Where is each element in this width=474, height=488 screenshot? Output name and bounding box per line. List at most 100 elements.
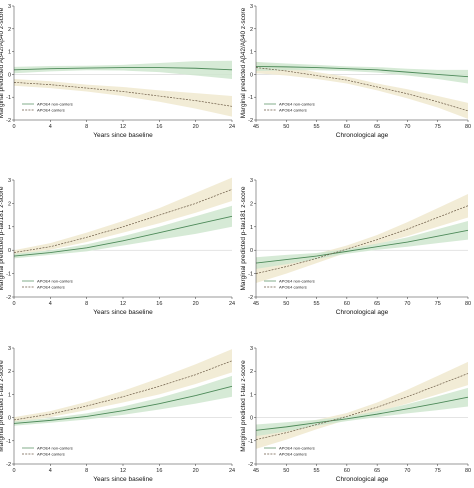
x-axis-title: Years since baseline bbox=[93, 309, 153, 316]
carrier-line bbox=[255, 205, 469, 274]
x-tick-label: 45 bbox=[253, 301, 259, 307]
x-tick-label: 0 bbox=[12, 124, 15, 130]
y-tick-label: 2 bbox=[250, 369, 253, 375]
non-carrier-confidence-band bbox=[14, 60, 232, 79]
x-tick-label: 45 bbox=[253, 468, 259, 474]
y-tick-label: -2 bbox=[248, 118, 253, 124]
carrier-line bbox=[13, 360, 233, 421]
non-carrier-confidence-band bbox=[14, 205, 232, 259]
y-tick-label: 2 bbox=[250, 27, 253, 33]
y-tick-label: 1 bbox=[250, 225, 253, 231]
x-tick-label: 55 bbox=[314, 301, 320, 307]
carrier-line bbox=[255, 373, 469, 440]
y-tick-label: 2 bbox=[8, 369, 11, 375]
x-tick-label: 50 bbox=[283, 468, 289, 474]
non-carrier-line bbox=[255, 229, 469, 264]
non-carrier-line bbox=[255, 65, 469, 78]
x-tick-label: 80 bbox=[465, 468, 471, 474]
x-axis-title: Chronological age bbox=[336, 476, 389, 483]
carrier-line bbox=[13, 82, 233, 107]
y-axis-title: Marginal predicted t-tau z-score bbox=[0, 360, 5, 452]
y-tick-label: -1 bbox=[248, 439, 253, 445]
legend-label: APOE4 carriers bbox=[37, 451, 65, 456]
x-tick-label: 12 bbox=[120, 468, 126, 474]
y-tick-label: 3 bbox=[250, 178, 253, 184]
x-tick-label: 75 bbox=[435, 301, 441, 307]
legend-label: APOE4 carriers bbox=[37, 284, 65, 289]
x-axis-title: Years since baseline bbox=[93, 132, 153, 139]
x-tick-label: 24 bbox=[229, 468, 235, 474]
x-tick-label: 4 bbox=[49, 124, 52, 130]
x-tick-label: 70 bbox=[404, 468, 410, 474]
y-tick-label: -2 bbox=[6, 118, 11, 124]
y-tick-label: 1 bbox=[8, 225, 11, 231]
y-tick-label: 2 bbox=[8, 201, 11, 207]
legend-label: APOE4 non-carriers bbox=[37, 101, 73, 106]
y-tick-label: -2 bbox=[6, 295, 11, 301]
y-tick-label: 3 bbox=[250, 4, 253, 10]
y-tick-label: -2 bbox=[6, 462, 11, 468]
x-tick-label: 20 bbox=[193, 301, 199, 307]
y-tick-label: 2 bbox=[8, 27, 11, 33]
x-tick-label: 8 bbox=[85, 124, 88, 130]
y-tick-label: 0 bbox=[8, 248, 11, 254]
y-tick-label: -2 bbox=[248, 462, 253, 468]
y-tick-label: -1 bbox=[6, 439, 11, 445]
legend-label: APOE4 carriers bbox=[279, 451, 307, 456]
x-axis-title: Years since baseline bbox=[93, 476, 153, 483]
x-tick-label: 0 bbox=[12, 301, 15, 307]
x-tick-label: 65 bbox=[374, 124, 380, 130]
legend-label: APOE4 carriers bbox=[279, 107, 307, 112]
non-carrier-line bbox=[13, 215, 233, 257]
y-tick-label: 2 bbox=[250, 201, 253, 207]
chart-panel-6: 45 50 55 60 65 70 75 80 -2 -1 0 1 2 3 Chronological ag… bbox=[240, 346, 471, 483]
y-tick-label: -2 bbox=[248, 295, 253, 301]
chart-panel-2: 45 50 55 60 65 70 75 80 -2 -1 0 1 2 3 Chronological ag… bbox=[240, 4, 471, 139]
x-tick-label: 4 bbox=[49, 468, 52, 474]
x-tick-label: 20 bbox=[193, 124, 199, 130]
x-axis-title: Chronological age bbox=[336, 132, 389, 139]
chart-panel-4: 45 50 55 60 65 70 75 80 -2 -1 0 1 2 3 Chronological ag… bbox=[240, 178, 471, 316]
x-axis-title: Chronological age bbox=[336, 309, 389, 316]
legend-label: APOE4 non-carriers bbox=[279, 278, 315, 283]
legend-label: APOE4 carriers bbox=[37, 107, 65, 112]
legend-label: APOE4 non-carriers bbox=[279, 445, 315, 450]
y-tick-label: -1 bbox=[248, 272, 253, 278]
carrier-confidence-band bbox=[14, 349, 232, 423]
x-tick-label: 65 bbox=[374, 468, 380, 474]
x-tick-label: 50 bbox=[283, 124, 289, 130]
x-tick-label: 24 bbox=[229, 124, 235, 130]
y-tick-label: 3 bbox=[250, 346, 253, 352]
x-tick-label: 75 bbox=[435, 124, 441, 130]
x-tick-label: 12 bbox=[120, 301, 126, 307]
x-tick-label: 50 bbox=[283, 301, 289, 307]
x-tick-label: 55 bbox=[314, 468, 320, 474]
y-tick-label: 1 bbox=[8, 392, 11, 398]
y-tick-label: 1 bbox=[250, 50, 253, 56]
legend-label: APOE4 non-carriers bbox=[279, 101, 315, 106]
x-tick-label: 8 bbox=[85, 468, 88, 474]
y-axis-title: Marginal predicted Aβ42/Aβ40 z-score bbox=[240, 7, 247, 118]
y-tick-label: 0 bbox=[250, 248, 253, 254]
y-tick-label: -1 bbox=[248, 95, 253, 101]
y-tick-label: -1 bbox=[6, 272, 11, 278]
y-tick-label: 3 bbox=[8, 4, 11, 10]
x-tick-label: 12 bbox=[120, 124, 126, 130]
carrier-line bbox=[13, 189, 233, 253]
x-tick-label: 80 bbox=[465, 301, 471, 307]
x-tick-label: 80 bbox=[465, 124, 471, 130]
x-tick-label: 16 bbox=[156, 468, 162, 474]
y-tick-label: 3 bbox=[8, 178, 11, 184]
x-tick-label: 16 bbox=[156, 124, 162, 130]
y-tick-label: -1 bbox=[6, 95, 11, 101]
x-tick-label: 8 bbox=[85, 301, 88, 307]
x-tick-label: 0 bbox=[12, 468, 15, 474]
y-tick-label: 3 bbox=[8, 346, 11, 352]
non-carrier-line bbox=[255, 396, 469, 431]
y-tick-label: 0 bbox=[250, 72, 253, 78]
y-tick-label: 0 bbox=[8, 72, 11, 78]
